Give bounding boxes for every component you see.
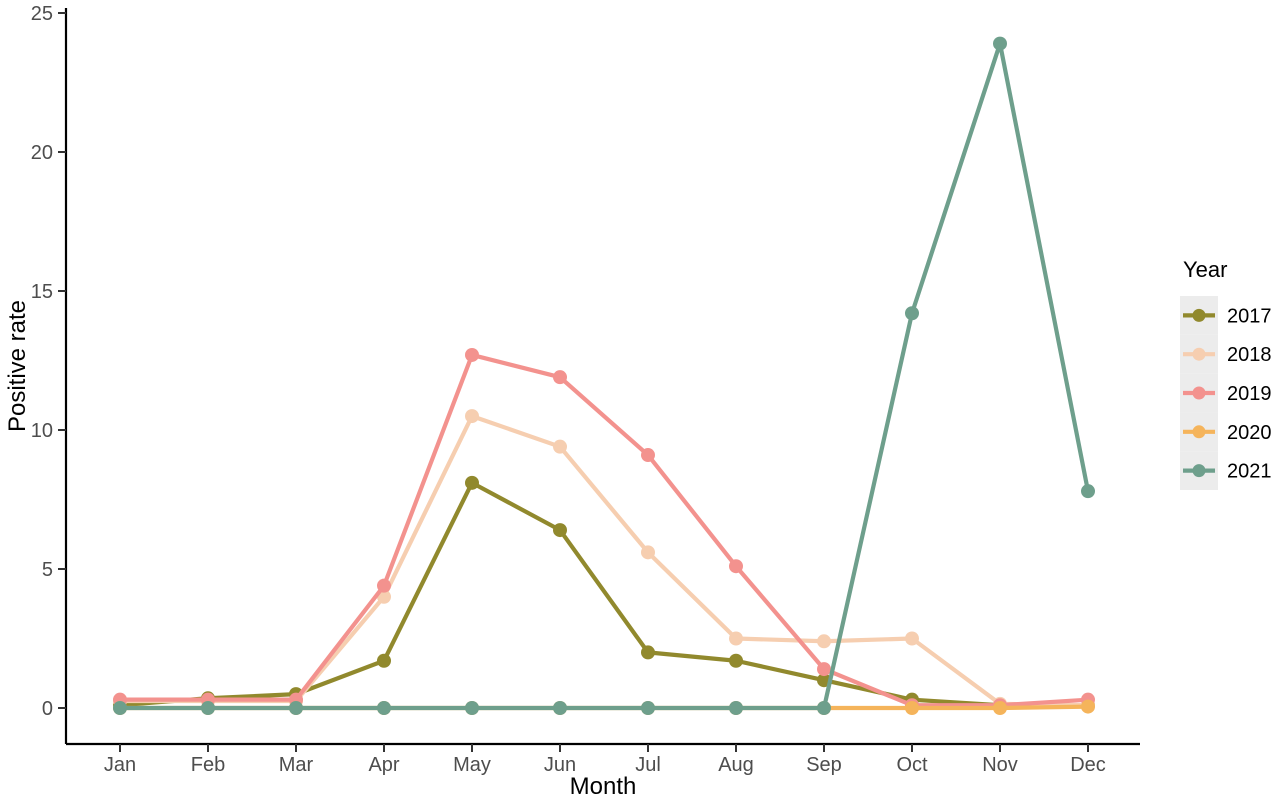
data-point-2017-Jul xyxy=(641,645,655,660)
x-tick-label: Nov xyxy=(982,754,1018,776)
y-tick-label: 20 xyxy=(31,142,53,164)
legend-label-2017: 2017 xyxy=(1227,305,1272,327)
x-tick-label: May xyxy=(453,754,491,776)
x-tick-label: Oct xyxy=(896,754,928,776)
series-line-2018 xyxy=(120,414,1089,708)
data-point-2018-Sep xyxy=(817,634,831,649)
data-point-2021-Dec xyxy=(1081,484,1095,499)
data-point-2019-Sep xyxy=(817,662,831,677)
legend-label-2018: 2018 xyxy=(1227,344,1272,366)
legend-keys: 2017 2018 2019 2020 2021 xyxy=(1180,296,1272,490)
data-point-2021-Sep xyxy=(817,701,831,715)
series-line-2017 xyxy=(119,480,1088,708)
data-point-2017-Aug xyxy=(729,653,743,668)
legend-label-2021: 2021 xyxy=(1227,461,1272,483)
x-tick-label: Mar xyxy=(279,754,314,776)
data-point-2018-Oct xyxy=(905,631,919,646)
data-point-2021-May xyxy=(465,701,479,715)
legend-key-point-2020 xyxy=(1192,425,1206,439)
legend-key-point-2017 xyxy=(1192,308,1206,322)
data-point-2021-Jan xyxy=(113,701,127,715)
data-point-2019-Apr xyxy=(377,578,391,593)
x-tick-label: Apr xyxy=(368,754,399,776)
data-point-2020-Dec xyxy=(1081,699,1095,714)
legend-label-2019: 2019 xyxy=(1227,383,1272,405)
data-point-2021-Jul xyxy=(641,701,655,715)
series-line-2021 xyxy=(120,41,1091,711)
y-tick-label: 25 xyxy=(31,3,53,25)
legend-key-point-2021 xyxy=(1192,464,1206,478)
y-tick-label: 15 xyxy=(31,281,53,303)
legend: Year 2017 2018 2019 2020 2021 xyxy=(1180,257,1272,490)
data-point-2018-Aug xyxy=(729,631,743,646)
x-tick-label: Feb xyxy=(191,754,225,776)
data-point-2021-Oct xyxy=(905,306,919,321)
legend-key-point-2019 xyxy=(1192,386,1206,400)
data-point-2019-Jun xyxy=(553,370,567,385)
data-point-2021-Feb xyxy=(201,701,215,715)
data-point-2018-May xyxy=(465,409,479,424)
x-axis-title: Month xyxy=(570,773,637,800)
data-point-2019-Aug xyxy=(729,559,743,574)
data-point-2020-Oct xyxy=(905,701,919,715)
series-line-2019 xyxy=(120,352,1089,708)
y-tick-label: 5 xyxy=(42,559,53,581)
y-tick-label: 10 xyxy=(31,420,53,442)
x-tick-label: Jul xyxy=(635,754,661,776)
data-point-2017-Jun xyxy=(553,523,567,538)
data-point-2017-May xyxy=(465,475,479,490)
y-axis-title: Positive rate xyxy=(4,300,31,432)
x-tick-label: Jan xyxy=(104,754,136,776)
data-point-2021-Mar xyxy=(289,701,303,715)
data-point-2019-Jul xyxy=(641,448,655,463)
data-point-2019-May xyxy=(465,347,479,362)
data-point-2018-Jun xyxy=(553,439,567,454)
axes: 0 5 10 15 20 25 Jan Feb Mar Apr May Jun Jul Aug Sep Oct… xyxy=(31,3,1140,776)
x-tick-label: Aug xyxy=(718,754,754,776)
x-tick-label: Sep xyxy=(806,754,842,776)
data-point-2021-Apr xyxy=(377,701,391,715)
data-point-2021-Nov xyxy=(993,36,1007,51)
data-point-2018-Jul xyxy=(641,545,655,560)
data-point-2020-Nov xyxy=(993,701,1007,715)
data-point-2017-Apr xyxy=(377,653,391,668)
legend-key-point-2018 xyxy=(1192,347,1206,361)
legend-title: Year xyxy=(1183,257,1227,282)
x-tick-label: Dec xyxy=(1070,754,1106,776)
legend-label-2020: 2020 xyxy=(1227,422,1272,444)
data-point-2021-Jun xyxy=(553,701,567,715)
y-tick-label: 0 xyxy=(42,698,53,720)
data-point-2021-Aug xyxy=(729,701,743,715)
series-group xyxy=(113,36,1095,715)
x-tick-label: Jun xyxy=(544,754,576,776)
